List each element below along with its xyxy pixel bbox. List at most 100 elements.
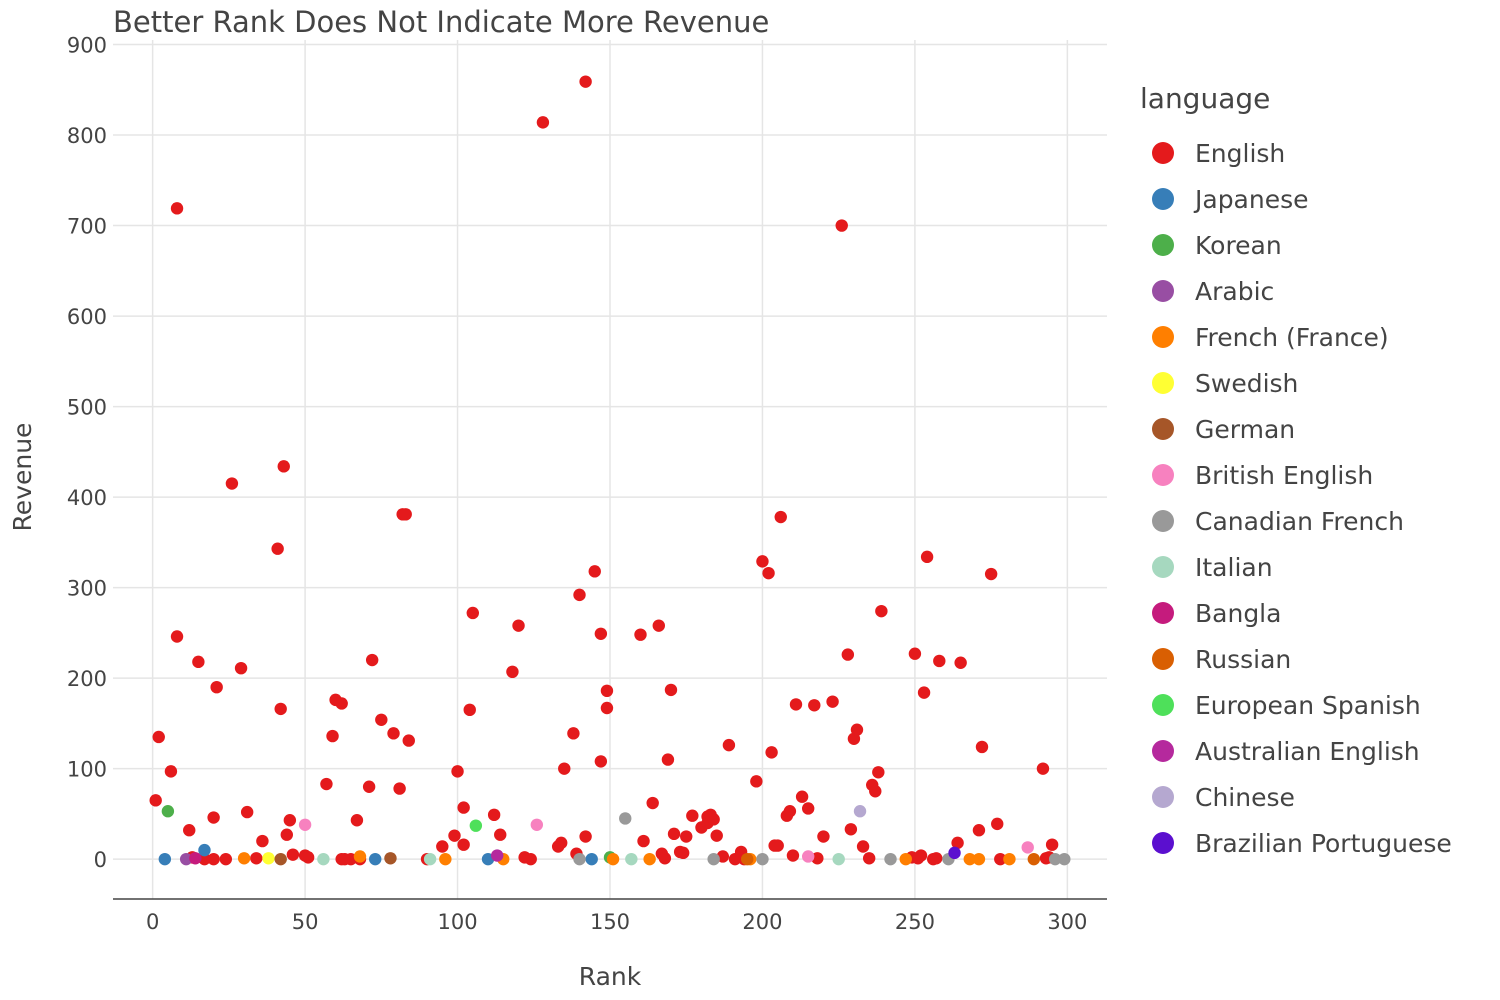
point-english — [862, 852, 876, 865]
point-english — [524, 852, 537, 866]
point-russian — [1027, 852, 1041, 866]
point-english — [917, 686, 931, 699]
x-tick-label: 0 — [146, 910, 159, 934]
point-australian-english — [490, 849, 504, 862]
legend-label-european-spanish: European Spanish — [1195, 691, 1421, 720]
point-english — [600, 684, 614, 698]
y-tick-label: 100 — [67, 758, 107, 782]
y-tick-label: 500 — [67, 396, 107, 420]
legend-marker-australian-english — [1152, 740, 1174, 762]
point-english — [646, 796, 659, 810]
point-swedish — [262, 852, 275, 865]
legend-marker-brazilian-portuguese — [1152, 832, 1174, 854]
point-english — [301, 851, 315, 864]
x-tick-label: 150 — [590, 910, 630, 934]
point-english — [448, 829, 461, 842]
point-german — [274, 852, 287, 866]
point-english — [844, 823, 858, 836]
point-english — [933, 654, 946, 668]
point-english — [774, 510, 787, 524]
point-english — [680, 830, 693, 843]
point-english — [869, 785, 882, 798]
point-japanese — [158, 852, 172, 866]
chart-title: Better Rank Does Not Indicate More Reven… — [113, 5, 769, 39]
point-french-france — [899, 852, 912, 866]
x-axis-title: Rank — [579, 962, 642, 991]
point-english — [600, 701, 614, 715]
point-english — [512, 619, 525, 632]
point-english — [271, 542, 284, 555]
point-english — [240, 805, 254, 819]
point-english — [274, 702, 287, 716]
point-russian — [741, 852, 754, 866]
point-english — [707, 813, 720, 826]
point-english — [192, 655, 205, 669]
point-english — [835, 219, 848, 232]
legend-marker-french-france — [1152, 326, 1174, 348]
point-english — [920, 550, 934, 564]
point-english — [152, 730, 165, 744]
point-english — [795, 790, 809, 803]
point-arabic — [179, 852, 193, 866]
point-english — [320, 777, 333, 791]
point-english — [362, 780, 376, 793]
legend-label-russian: Russian — [1195, 645, 1291, 674]
point-english — [579, 75, 592, 88]
point-english — [277, 460, 290, 473]
point-english — [149, 794, 162, 807]
legend-marker-arabic — [1152, 280, 1174, 302]
y-tick-label: 200 — [67, 667, 107, 691]
point-english — [762, 566, 775, 580]
point-english — [466, 606, 479, 620]
point-english — [283, 814, 297, 827]
legend-marker-bangla — [1152, 602, 1174, 624]
point-canadian-french — [707, 852, 720, 866]
point-french-france — [237, 852, 251, 865]
point-english — [771, 839, 784, 852]
point-chinese — [853, 804, 867, 818]
legend-marker-british-english — [1152, 464, 1174, 486]
point-english — [856, 840, 870, 853]
point-english — [326, 729, 339, 743]
point-english — [930, 852, 943, 865]
grid-lines — [113, 40, 1107, 899]
legend-label-bangla: Bangla — [1195, 599, 1281, 628]
point-english — [634, 628, 647, 641]
point-english — [908, 647, 922, 660]
point-english — [350, 814, 364, 827]
y-tick-label: 900 — [67, 34, 107, 58]
point-english — [393, 782, 406, 795]
point-english — [914, 849, 928, 862]
point-english — [256, 834, 269, 848]
point-english — [664, 683, 678, 697]
point-english — [786, 849, 800, 862]
point-english — [826, 695, 839, 708]
legend-marker-russian — [1152, 648, 1174, 670]
legend-label-british-english: British English — [1195, 461, 1373, 490]
point-french-france — [439, 852, 452, 866]
point-english — [789, 698, 803, 711]
point-english — [658, 852, 672, 865]
y-axis-title: Revenue — [8, 423, 37, 532]
x-tick-label: 250 — [895, 910, 935, 934]
point-english — [951, 836, 964, 850]
legend: language English Japanese Korean Arabic Fren… — [1140, 82, 1452, 858]
legend-marker-japanese — [1152, 188, 1174, 210]
legend-marker-italian — [1152, 556, 1174, 578]
point-english — [667, 827, 681, 841]
point-french-france — [972, 852, 986, 866]
point-japanese — [585, 852, 598, 866]
y-tick-label: 600 — [67, 305, 107, 329]
legend-label-canadian-french: Canadian French — [1195, 507, 1404, 536]
point-english — [676, 846, 690, 860]
point-english — [506, 665, 519, 679]
point-english — [783, 804, 797, 818]
point-english — [637, 834, 650, 848]
point-english — [975, 740, 989, 754]
point-japanese — [198, 843, 211, 857]
point-german — [384, 852, 397, 865]
point-english — [183, 824, 196, 837]
point-english — [750, 775, 763, 788]
point-english — [225, 477, 239, 490]
point-english — [170, 202, 184, 215]
